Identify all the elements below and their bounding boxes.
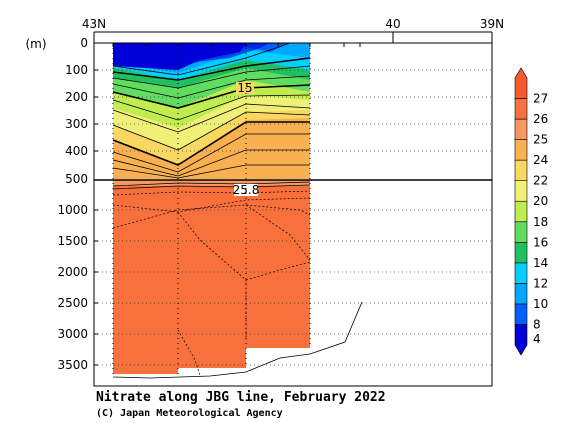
upper-y-tick: 300 (65, 117, 88, 131)
colorbar-label: 25 (533, 133, 548, 147)
chart-title: Nitrate along JBG line, February 2022 (96, 390, 386, 405)
colorbar-swatch (514, 118, 528, 140)
lower-contours (112, 181, 311, 376)
x-tick-39n: 39N (480, 17, 504, 31)
upper-contours (112, 43, 311, 179)
colorbar-label: 26 (533, 112, 548, 126)
upper-y-tick: 500 (65, 172, 88, 186)
colorbar-label: 22 (533, 174, 548, 188)
colorbar-swatch (514, 139, 528, 161)
colorbar-label: 14 (533, 256, 548, 270)
lower-y-tick: 2000 (57, 265, 88, 279)
upper-y-tick: 100 (65, 63, 88, 77)
colorbar-label: 10 (533, 297, 548, 311)
chart-credit: (C) Japan Meteorological Agency (96, 407, 283, 419)
lower-section-fill (113, 180, 310, 386)
colorbar-swatch (514, 98, 528, 120)
upper-y-tick-labels: 0 100 200 300 400 500 (65, 36, 88, 186)
station-lines (112, 43, 311, 374)
upper-y-tick: 200 (65, 90, 88, 104)
colorbar-swatch (514, 262, 528, 284)
x-tick-40: 40 (385, 17, 400, 31)
colorbar-label: 4 (533, 332, 541, 346)
colorbar-swatch (514, 283, 528, 305)
colorbar-label: 27 (533, 92, 548, 106)
lower-y-tick: 2500 (57, 296, 88, 310)
colorbar-label: 18 (533, 215, 548, 229)
colorbar-swatch (514, 180, 528, 202)
colorbar: 48 10 12 14 16 18 20 22 24 25 26 27 (514, 67, 548, 356)
colorbar-label: 16 (533, 235, 548, 249)
colorbar-swatch (514, 159, 528, 181)
y-axis-unit: (m) (25, 37, 46, 51)
colorbar-label: 20 (533, 194, 548, 208)
colorbar-swatch (514, 324, 528, 356)
lower-y-tick: 3000 (57, 327, 88, 341)
colorbar-swatch (514, 242, 528, 264)
lower-y-tick: 1500 (57, 234, 88, 248)
colorbar-swatch (514, 200, 528, 223)
lower-y-ticks (94, 209, 98, 366)
contour-label-25-8-box (234, 184, 258, 196)
bottom-topography (112, 301, 363, 379)
colorbar-swatch (514, 221, 528, 243)
upper-y-tick: 400 (65, 144, 88, 158)
lower-y-tick: 3500 (57, 358, 88, 372)
colorbar-label: 24 (533, 153, 548, 167)
colorbar-label: 8 (533, 317, 541, 331)
x-tick-43n: 43N (82, 17, 106, 31)
colorbar-swatch (514, 303, 528, 325)
top-axis-ticks (93, 31, 493, 47)
upper-y-ticks (94, 42, 98, 152)
lower-y-tick-labels: 1000 1500 2000 2500 3000 3500 (57, 203, 88, 372)
contour-label-15-box (236, 82, 254, 94)
lower-y-tick: 1000 (57, 203, 88, 217)
contour-label-25-8: 25.8 (233, 183, 260, 197)
contour-label-15: 15 (237, 81, 252, 95)
upper-section-fill (113, 43, 310, 179)
colorbar-label: 12 (533, 276, 548, 290)
upper-y-tick: 0 (80, 36, 88, 50)
colorbar-swatch (514, 67, 528, 99)
